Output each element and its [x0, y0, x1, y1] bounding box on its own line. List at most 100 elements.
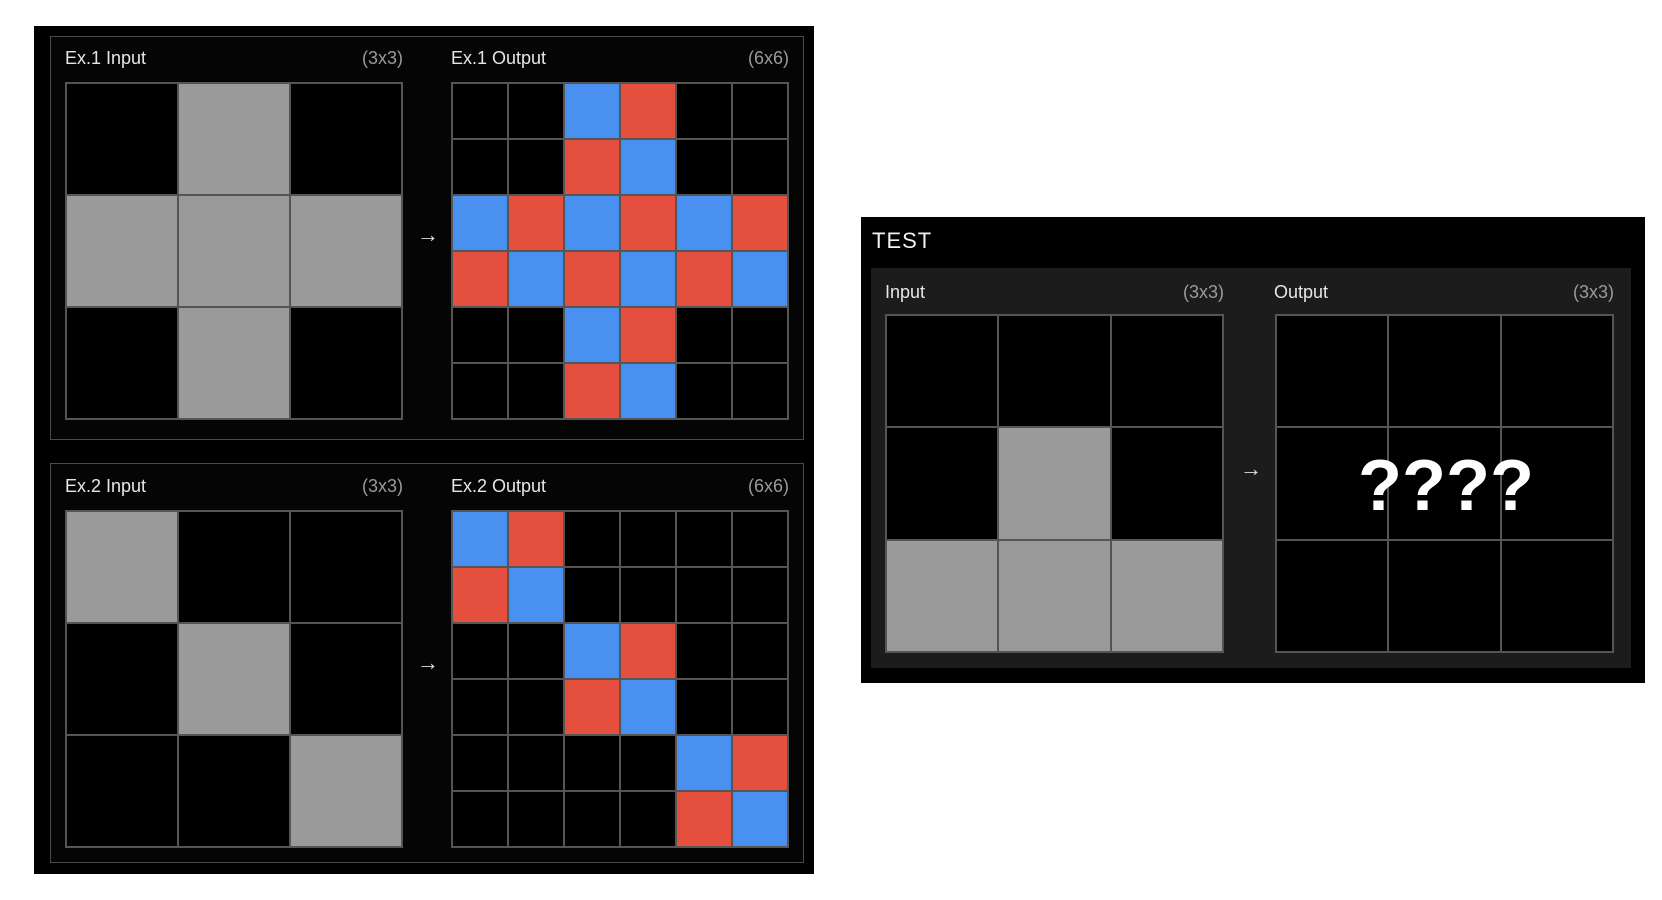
grid-cell [676, 679, 732, 735]
grid-cell [676, 363, 732, 419]
grid-cell [564, 195, 620, 251]
test-input-grid [885, 314, 1224, 653]
grid-cell [564, 251, 620, 307]
grid-cell [452, 195, 508, 251]
test-input-dim: (3x3) [1182, 282, 1224, 302]
grid-cell [508, 623, 564, 679]
ex2-input-grid [65, 510, 403, 848]
grid-cell [676, 567, 732, 623]
ex2-output-label: Ex.2 Output [451, 476, 547, 496]
grid-cell [676, 139, 732, 195]
grid-cell [1110, 539, 1223, 652]
grid-cell [508, 307, 564, 363]
unknown-output-text: ???? [1358, 446, 1534, 526]
grid-cell [732, 307, 788, 363]
grid-cell[interactable] [1388, 539, 1501, 652]
ex1-output-label: Ex.1 Output [451, 48, 547, 68]
grid-cell [564, 623, 620, 679]
grid-cell [998, 427, 1111, 540]
grid-cell[interactable] [1276, 539, 1389, 652]
grid-cell [564, 679, 620, 735]
grid-cell [732, 567, 788, 623]
grid-cell [564, 83, 620, 139]
grid-cell[interactable] [1500, 315, 1613, 428]
grid-cell [508, 791, 564, 847]
ex1-output-grid [451, 82, 789, 420]
grid-cell [452, 679, 508, 735]
ex1-input-grid [65, 82, 403, 420]
test-output-grid[interactable] [1275, 314, 1614, 653]
grid-cell [508, 511, 564, 567]
grid-cell [178, 307, 290, 419]
ex1-input-label: Ex.1 Input [65, 48, 147, 68]
grid-cell [732, 679, 788, 735]
grid-cell [732, 363, 788, 419]
grid-cell [620, 363, 676, 419]
grid-cell [886, 539, 999, 652]
grid-cell [886, 315, 999, 428]
grid-cell [620, 307, 676, 363]
grid-cell [66, 735, 178, 847]
ex2-arrow: → [417, 650, 439, 675]
grid-cell [452, 567, 508, 623]
grid-cell [508, 251, 564, 307]
grid-cell [564, 307, 620, 363]
grid-cell[interactable] [1388, 315, 1501, 428]
ex1-arrow: → [417, 222, 439, 247]
ex1-output-dim: (6x6) [747, 48, 789, 68]
grid-cell[interactable] [1276, 427, 1389, 540]
test-title: TEST [872, 228, 933, 253]
ex2-output-dim: (6x6) [747, 476, 789, 496]
grid-cell [732, 511, 788, 567]
grid-cell [732, 735, 788, 791]
grid-cell [620, 623, 676, 679]
grid-cell [620, 83, 676, 139]
grid-cell [508, 363, 564, 419]
grid-cell [178, 83, 290, 195]
grid-cell [676, 251, 732, 307]
grid-cell [1110, 315, 1223, 428]
grid-cell [452, 139, 508, 195]
grid-cell [290, 195, 402, 307]
grid-cell[interactable] [1276, 315, 1389, 428]
grid-cell [508, 567, 564, 623]
grid-cell [886, 427, 999, 540]
grid-cell [66, 195, 178, 307]
grid-cell [564, 363, 620, 419]
grid-cell [66, 511, 178, 623]
grid-cell [452, 363, 508, 419]
grid-cell [564, 511, 620, 567]
grid-cell [452, 791, 508, 847]
grid-cell [290, 511, 402, 623]
grid-cell [732, 83, 788, 139]
ex2-input-dim: (3x3) [361, 476, 403, 496]
grid-cell [452, 735, 508, 791]
grid-cell [732, 251, 788, 307]
grid-cell [290, 735, 402, 847]
grid-cell [676, 307, 732, 363]
grid-cell [508, 139, 564, 195]
ex2-output-grid [451, 510, 789, 848]
test-output-label: Output [1274, 282, 1329, 302]
grid-cell [564, 139, 620, 195]
grid-cell [620, 251, 676, 307]
grid-cell [676, 511, 732, 567]
grid-cell [732, 139, 788, 195]
grid-cell [508, 735, 564, 791]
grid-cell [732, 195, 788, 251]
grid-cell [290, 83, 402, 195]
grid-cell [676, 195, 732, 251]
grid-cell [66, 307, 178, 419]
grid-cell [66, 623, 178, 735]
grid-cell[interactable] [1500, 427, 1613, 540]
grid-cell [732, 623, 788, 679]
grid-cell [66, 83, 178, 195]
grid-cell[interactable] [1500, 539, 1613, 652]
grid-cell [620, 567, 676, 623]
grid-cell [620, 791, 676, 847]
grid-cell [998, 315, 1111, 428]
grid-cell [620, 511, 676, 567]
grid-cell[interactable] [1388, 427, 1501, 540]
test-input-label: Input [885, 282, 926, 302]
grid-cell [620, 735, 676, 791]
